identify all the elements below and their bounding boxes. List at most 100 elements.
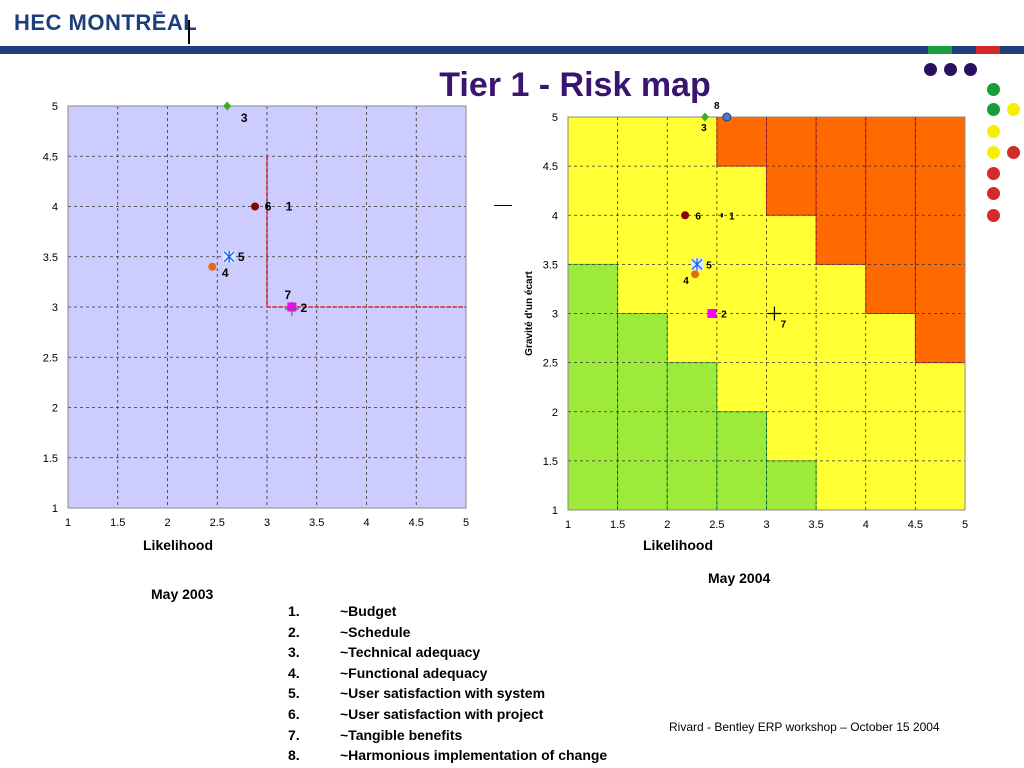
decor-dot [987,209,1000,222]
x-tick-label: 1 [65,517,71,529]
data-label-7: 7 [285,288,292,302]
list-item-number: 4. [288,664,300,681]
x-tick-label: 1.5 [610,519,625,531]
data-label-2: 2 [301,301,308,315]
list-item-text: ~Technical adequacy [340,644,481,661]
list-item: 7. ~Tangible benefits [288,725,607,746]
list-item-text: ~Harmonious implementation of change [340,747,608,764]
header-accent-blue [952,46,976,54]
data-point-5 [691,258,703,271]
list-item-number: 8. [288,747,300,764]
list-item-text: ~Functional adequacy [340,664,488,681]
y-tick-label: 5 [552,112,558,124]
zone-orange [865,116,916,314]
y-tick-label: 3 [552,309,558,321]
data-label-5: 5 [706,260,712,271]
list-item: 4. ~Functional adequacy [288,663,607,684]
list-item-number: 3. [288,644,300,661]
list-item-text: ~User satisfaction with project [340,705,544,722]
y-tick-label: 4 [552,210,558,222]
list-item: 6. ~User satisfaction with project [288,704,607,725]
x-tick-label: 2.5 [709,519,724,531]
zone-orange [815,116,867,265]
list-item: 2. ~Schedule [288,622,607,643]
header-accent-green [928,46,952,54]
x-tick-label: 3 [763,519,769,531]
data-label-2: 2 [721,310,727,321]
data-point-2 [707,309,717,318]
data-label-1: 1 [729,211,735,222]
decor-dot [987,146,1000,159]
y-tick-label: 3.5 [43,252,58,264]
risk-legend-list: 1. ~Budget 2. ~Schedule 3. ~Technical adequ… [288,601,607,766]
x-tick-label: 3.5 [808,519,823,531]
data-point-5 [223,250,235,263]
x-tick-label: 5 [463,517,469,529]
data-point-3 [223,101,232,111]
y-tick-label: 4 [52,202,58,214]
header-accent-red [976,46,1000,54]
x-tick-label: 2 [664,519,670,531]
y-tick-label: 1.5 [543,456,558,468]
x-tick-label: 5 [962,519,968,531]
separator-dash [494,205,512,206]
decor-dot [987,125,1000,138]
y-tick-label: 5 [52,101,58,113]
x-tick-label: 4 [863,519,869,531]
caption-may-2004: May 2004 [708,570,771,586]
data-point-7 [284,302,299,317]
y-tick-label: 3 [52,302,58,314]
page-title: Tier 1 - Risk map [439,66,711,104]
list-item-number: 2. [288,623,300,640]
data-label-8: 8 [714,101,720,112]
header-bar [0,46,928,54]
decor-dot [987,187,1000,200]
data-point-6 [251,202,260,211]
list-item-number: 6. [288,705,300,722]
y-tick-label: 2.5 [43,352,58,364]
list-item: 8. ~Harmonious implementation of change [288,745,607,766]
data-label-5: 5 [238,250,245,264]
data-label-3: 3 [241,111,248,125]
list-item-text: ~Schedule [340,623,411,640]
y-tick-label: 1 [552,505,558,517]
decor-dot [987,83,1000,96]
x-tick-label: 3 [264,517,270,529]
zone-green [666,362,718,511]
x-tick-label: 4.5 [409,517,424,529]
logo-divider [188,20,190,44]
x-axis-label-2004: Likelihood [643,537,713,553]
data-label-6: 6 [265,200,272,214]
list-item-number: 1. [288,603,300,619]
list-item-text: ~Budget [340,603,397,619]
data-label-7: 7 [781,320,787,331]
y-tick-label: 2 [552,407,558,419]
list-item-number: 7. [288,726,300,743]
decor-dot [964,63,977,76]
decor-dot [1007,103,1020,116]
data-point-4 [691,270,700,279]
list-item-number: 5. [288,685,300,702]
data-label-4: 4 [683,276,689,287]
caption-may-2003: May 2003 [151,586,214,602]
x-tick-label: 3.5 [309,517,324,529]
y-tick-label: 2 [52,403,58,415]
list-item-text: ~Tangible benefits [340,726,463,743]
data-label-6: 6 [695,211,701,222]
data-label-4: 4 [222,266,229,280]
hec-logo: HEC MONTRĒAL [14,10,198,35]
x-tick-label: 1 [565,519,571,531]
data-point-1 [720,213,723,218]
decor-dot [987,103,1000,116]
zone-green [766,460,817,511]
list-item: 5. ~User satisfaction with system [288,683,607,704]
y-tick-label: 3.5 [543,259,558,271]
x-tick-label: 2 [164,517,170,529]
data-point-6 [681,211,690,220]
x-tick-label: 1.5 [110,517,125,529]
x-tick-label: 2.5 [210,517,225,529]
plot-border-2004 [567,116,966,511]
data-point-8 [722,112,732,122]
decor-dot [924,63,937,76]
